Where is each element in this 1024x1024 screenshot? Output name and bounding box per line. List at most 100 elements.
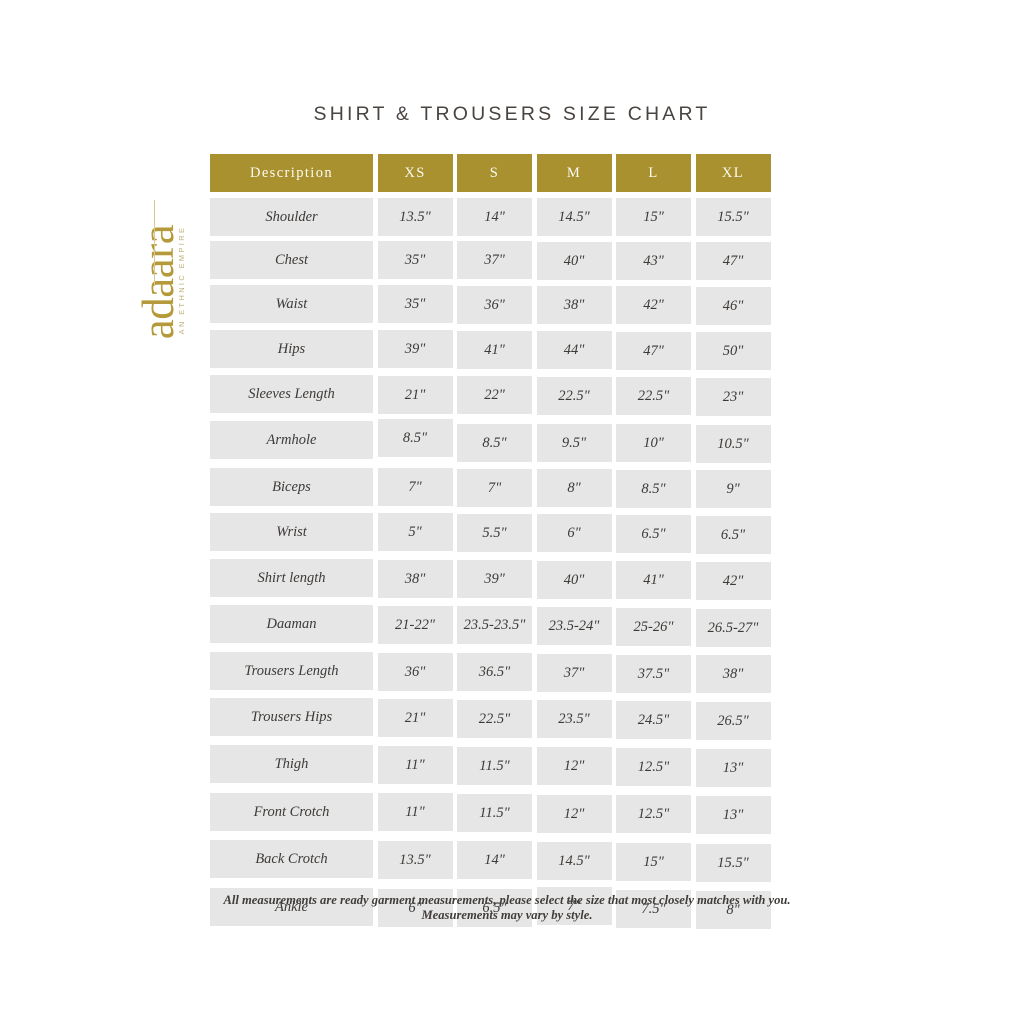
cell-xl: 15.5" (695, 844, 771, 882)
cell-m: 12" (536, 747, 612, 785)
cell-l: 22.5" (616, 377, 691, 415)
cell-xs: 13.5" (377, 841, 453, 879)
table-row: Back Crotch 13.5" 14" 14.5" 15" 15.5" (210, 839, 804, 882)
table-row: Daaman 21-22" 23.5-23.5" 23.5-24" 25-26"… (210, 605, 804, 647)
cell-m: 22.5" (536, 377, 612, 415)
cell-l: 12.5" (616, 795, 691, 833)
cell-s: 36.5" (457, 653, 532, 691)
table-row: Sleeves Length 21" 22" 22.5" 22.5" 23" (210, 375, 804, 416)
cell-xs: 11" (377, 746, 453, 784)
row-label: Chest (210, 241, 373, 279)
cell-m: 38" (536, 286, 612, 324)
cell-s: 7" (457, 469, 532, 507)
cell-l: 12.5" (616, 748, 691, 786)
cell-s: 41" (457, 331, 532, 369)
table-row: Chest 35" 37" 40" 43" 47" (210, 241, 804, 280)
row-label: Biceps (210, 468, 373, 506)
table-row: Wrist 5" 5.5" 6" 6.5" 6.5" (210, 513, 804, 554)
column-header-description: Description (210, 154, 373, 192)
row-label: Daaman (210, 605, 373, 643)
cell-m: 9.5" (536, 424, 612, 462)
table-row: Front Crotch 11" 11.5" 12" 12.5" 13" (210, 792, 804, 834)
table-row: Shirt length 38" 39" 40" 41" 42" (210, 559, 804, 600)
cell-m: 40" (536, 242, 612, 280)
column-header-xs: XS (377, 154, 453, 192)
cell-m: 14.5" (536, 198, 612, 236)
measurements-disclaimer: All measurements are ready garment measu… (223, 893, 791, 922)
cell-xl: 26.5" (695, 702, 771, 740)
row-label: Waist (210, 285, 373, 323)
cell-xs: 39" (377, 330, 453, 368)
cell-xs: 21" (377, 376, 453, 414)
cell-xl: 38" (695, 655, 771, 693)
logo-wordmark: adaara (133, 224, 183, 340)
cell-xl: 26.5-27" (695, 609, 771, 647)
cell-xl: 6.5" (695, 516, 771, 554)
table-row: Trousers Hips 21" 22.5" 23.5" 24.5" 26.5… (210, 698, 804, 740)
cell-m: 23.5-24" (536, 607, 612, 645)
cell-s: 22.5" (457, 700, 532, 738)
cell-xl: 15.5" (695, 198, 771, 236)
cell-m: 44" (536, 331, 612, 369)
cell-m: 23.5" (536, 700, 612, 738)
logo-divider-rule (154, 200, 155, 286)
cell-l: 24.5" (616, 701, 691, 739)
column-header-s: S (457, 154, 532, 192)
row-label: Back Crotch (210, 840, 373, 878)
cell-l: 6.5" (616, 515, 691, 553)
column-header-l: L (616, 154, 691, 192)
page-title: SHIRT & TROUSERS SIZE CHART (313, 103, 711, 125)
cell-xl: 9" (695, 470, 771, 508)
cell-xl: 42" (695, 562, 771, 600)
cell-xs: 6" (377, 889, 453, 927)
cell-xl: 50" (695, 332, 771, 370)
table-row: Waist 35" 36" 38" 42" 46" (210, 285, 804, 325)
cell-l: 7.5" (616, 890, 691, 928)
cell-xs: 21" (377, 699, 453, 737)
brand-logo: adaara AN ETHNIC EMPIRE (122, 182, 208, 382)
table-row: Shoulder 13.5" 14" 14.5" 15" 15.5" (210, 198, 804, 236)
cell-s: 14" (457, 841, 532, 879)
cell-s: 37" (457, 241, 532, 279)
cell-l: 43" (616, 242, 691, 280)
cell-s: 8.5" (457, 424, 532, 462)
cell-l: 37.5" (616, 655, 691, 693)
cell-l: 15" (616, 843, 691, 881)
row-label: Hips (210, 330, 373, 368)
cell-s: 11.5" (457, 794, 532, 832)
row-label: Trousers Length (210, 652, 373, 690)
cell-l: 41" (616, 561, 691, 599)
cell-xs: 5" (377, 513, 453, 551)
row-label: Trousers Hips (210, 698, 373, 736)
cell-s: 6.5" (457, 889, 532, 927)
cell-l: 15" (616, 198, 691, 236)
cell-xl: 13" (695, 749, 771, 787)
row-label: Shoulder (210, 198, 373, 236)
column-header-m: M (536, 154, 612, 192)
cell-xs: 35" (377, 241, 453, 279)
cell-l: 47" (616, 332, 691, 370)
size-chart-table: Description XS S M L XL Shoulder 13.5" 1… (210, 154, 804, 934)
table-row: Ankle 6" 6.5" 7" 7.5" 8" (210, 887, 804, 929)
cell-m: 12" (536, 795, 612, 833)
cell-s: 22" (457, 376, 532, 414)
table-row: Thigh 11" 11.5" 12" 12.5" 13" (210, 745, 804, 787)
row-label: Front Crotch (210, 793, 373, 831)
cell-s: 5.5" (457, 514, 532, 552)
column-header-xl: XL (695, 154, 771, 192)
cell-m: 14.5" (536, 842, 612, 880)
table-row: Biceps 7" 7" 8" 8.5" 9" (210, 468, 804, 508)
cell-xl: 13" (695, 796, 771, 834)
cell-s: 39" (457, 560, 532, 598)
cell-xs: 35" (377, 285, 453, 323)
table-row: Trousers Length 36" 36.5" 37" 37.5" 38" (210, 652, 804, 693)
cell-s: 11.5" (457, 747, 532, 785)
cell-xs: 13.5" (377, 198, 453, 236)
cell-xl: 8" (695, 891, 771, 929)
cell-xs: 7" (377, 468, 453, 506)
cell-m: 8" (536, 469, 612, 507)
cell-xl: 46" (695, 287, 771, 325)
table-row: Armhole 8.5" 8.5" 9.5" 10" 10.5" (210, 419, 804, 463)
cell-xs: 38" (377, 560, 453, 598)
cell-l: 10" (616, 424, 691, 462)
